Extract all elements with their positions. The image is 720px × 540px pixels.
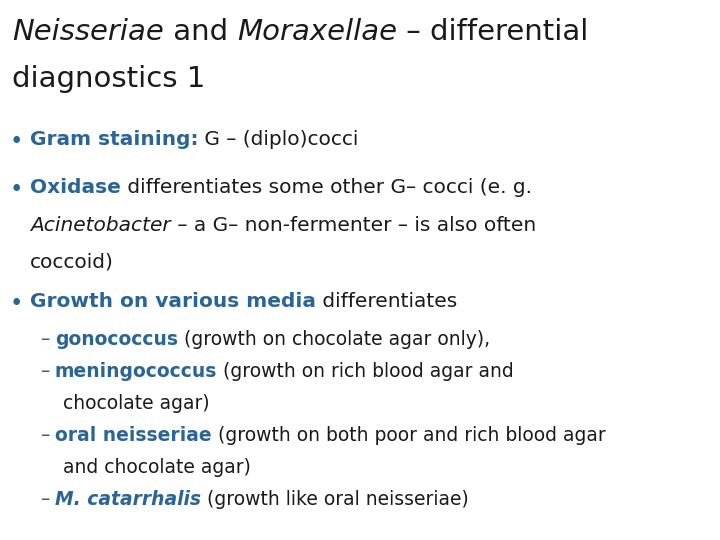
Text: •: • [10,178,23,201]
Text: gonococcus: gonococcus [55,330,178,349]
Text: Neisseriae: Neisseriae [12,18,163,46]
Text: and chocolate agar): and chocolate agar) [63,458,251,477]
Text: Acinetobacter: Acinetobacter [30,216,171,235]
Text: –: – [40,362,49,381]
Text: Growth on various media: Growth on various media [30,292,316,311]
Text: coccoid): coccoid) [30,252,114,271]
Text: meningococcus: meningococcus [55,362,217,381]
Text: –: – [40,490,49,509]
Text: •: • [10,130,23,153]
Text: differentiates some other G– cocci (e. g.: differentiates some other G– cocci (e. g… [121,178,532,197]
Text: (growth on chocolate agar only),: (growth on chocolate agar only), [178,330,490,349]
Text: •: • [10,292,23,315]
Text: G – (diplo)cocci: G – (diplo)cocci [199,130,359,149]
Text: and: and [163,18,237,46]
Text: Gram staining:: Gram staining: [30,130,199,149]
Text: diagnostics 1: diagnostics 1 [12,65,205,93]
Text: chocolate agar): chocolate agar) [63,394,210,413]
Text: M. catarrhalis: M. catarrhalis [55,490,201,509]
Text: – a G– non-fermenter – is also often: – a G– non-fermenter – is also often [171,216,536,235]
Text: Oxidase: Oxidase [30,178,121,197]
Text: Moraxellae: Moraxellae [237,18,397,46]
Text: –: – [40,330,49,349]
Text: differentiates: differentiates [316,292,457,311]
Text: (growth on both poor and rich blood agar: (growth on both poor and rich blood agar [212,426,606,445]
Text: – differential: – differential [397,18,588,46]
Text: (growth on rich blood agar and: (growth on rich blood agar and [217,362,514,381]
Text: –: – [40,426,49,445]
Text: oral neisseriae: oral neisseriae [55,426,212,445]
Text: (growth like oral neisseriae): (growth like oral neisseriae) [201,490,469,509]
